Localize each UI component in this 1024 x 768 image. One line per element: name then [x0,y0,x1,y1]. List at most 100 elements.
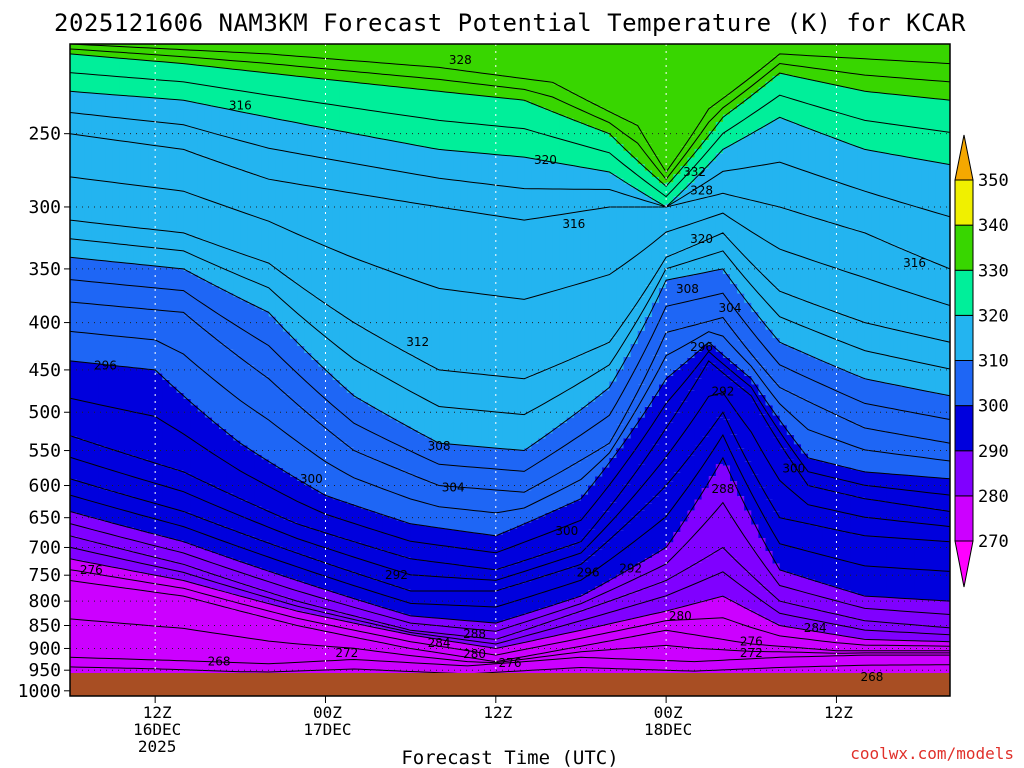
fill-cell [921,44,930,63]
fill-cell [204,44,213,51]
y-tick-label: 900 [28,638,61,659]
contour-label: 284 [804,621,827,635]
fill-cell [701,44,710,115]
fill-cell [424,44,433,67]
y-tick-label: 550 [28,441,61,462]
contour-line-intermediate [70,112,950,218]
contour-label: 276 [80,563,103,577]
contour-label: 300 [555,524,578,538]
fill-cell [439,44,447,68]
fill-cell [793,44,802,55]
x-tick-label: 2025 [138,737,177,756]
x-tick-label: 16DEC [133,720,181,739]
fill-cell [396,44,405,65]
fill-cell [346,44,355,61]
y-tick-label: 850 [28,615,61,636]
contour-label: 292 [619,562,642,576]
contour-line-intermediate [70,238,950,416]
fill-cell [673,44,681,158]
fill-cell [105,44,114,46]
contour-line-320 [70,90,950,208]
contour-line-intermediate [70,569,950,656]
fill-cell [197,44,206,51]
fill-cell [133,44,142,48]
fill-cell [779,44,788,55]
contour-label: 332 [683,165,706,179]
fill-cell [715,44,724,102]
y-tick-label: 700 [28,537,61,558]
fill-cell [687,44,696,137]
fill-cell [261,44,270,54]
contour-line-intermediate [70,279,950,472]
fill-cell [566,44,575,92]
fill-cell [431,44,440,68]
fill-cell [900,44,909,62]
colorbar-label: 340 [978,216,1009,236]
colorbar: 270 280 290 300 310 320 330 340 350 [954,134,1009,588]
fill-cell [140,44,149,48]
colorbar-label: 300 [978,397,1009,417]
fill-cell [183,44,192,50]
fill-cell [247,44,256,54]
fill-cell [360,44,369,62]
fill-cell [857,44,866,59]
contour-line-intermediate [70,350,950,554]
y-tick-label: 800 [28,591,61,612]
fill-cell [623,44,632,121]
contour-line-280 [70,558,950,650]
colorbar-arrow-bottom [954,540,974,588]
fill-cell [730,44,738,91]
colorbar-label: 290 [978,442,1009,462]
fill-cell [630,44,639,124]
fill-cell [148,44,156,49]
fill-cell [722,44,731,96]
fill-cell [737,44,745,86]
contour-label: 296 [690,340,713,354]
y-tick-label: 650 [28,508,61,529]
contour-label: 320 [534,153,557,167]
contour-label-layer: 328 316 320 332 328 316 320 316 308 304 312 296 296 2… [80,53,926,684]
fill-cell [879,44,887,60]
contour-line-284 [70,535,950,640]
y-tick-label: 450 [28,360,61,381]
fill-cell [829,44,838,57]
fill-cell [254,44,263,54]
contour-line-intermediate [70,392,950,581]
colorbar-segment [954,405,974,452]
contour-line-intermediate [70,72,950,198]
fill-cell [758,44,767,69]
contour-line-300 [70,341,950,537]
fill-cell [907,44,916,62]
plot-area: 328 316 320 332 328 316 320 316 308 304 312 296 296 2… [70,44,950,696]
y-tick-label: 750 [28,565,61,586]
contour-line-312 [70,219,950,380]
fill-cell [886,44,894,61]
fill-cell [368,44,376,63]
contour-label: 288 [463,627,486,641]
contour-label: 284 [428,636,451,650]
y-tick-label: 1000 [18,681,61,702]
fill-cell [403,44,412,65]
fill-cell [637,44,646,132]
fill-cell [169,44,178,50]
contour-line-intermediate [70,546,950,645]
fill-cell [616,44,625,117]
contour-label: 300 [300,472,323,486]
fill-cell [474,44,483,73]
fill-cell [481,44,490,74]
contour-label: 292 [385,568,408,582]
contour-line-intermediate [70,48,950,180]
fill-cell [928,44,937,63]
fill-cell [708,44,717,107]
contour-label: 296 [577,566,600,580]
colorbar-segment [954,450,974,497]
fill-cell [651,44,660,156]
fill-cell [914,44,923,62]
fill-cell [609,44,618,114]
fill-cell [353,44,362,62]
fill-cell [510,44,518,78]
fill-cell [822,44,830,57]
fill-cell [112,44,121,47]
contour-line-intermediate [70,618,950,664]
contour-label: 316 [229,98,252,112]
